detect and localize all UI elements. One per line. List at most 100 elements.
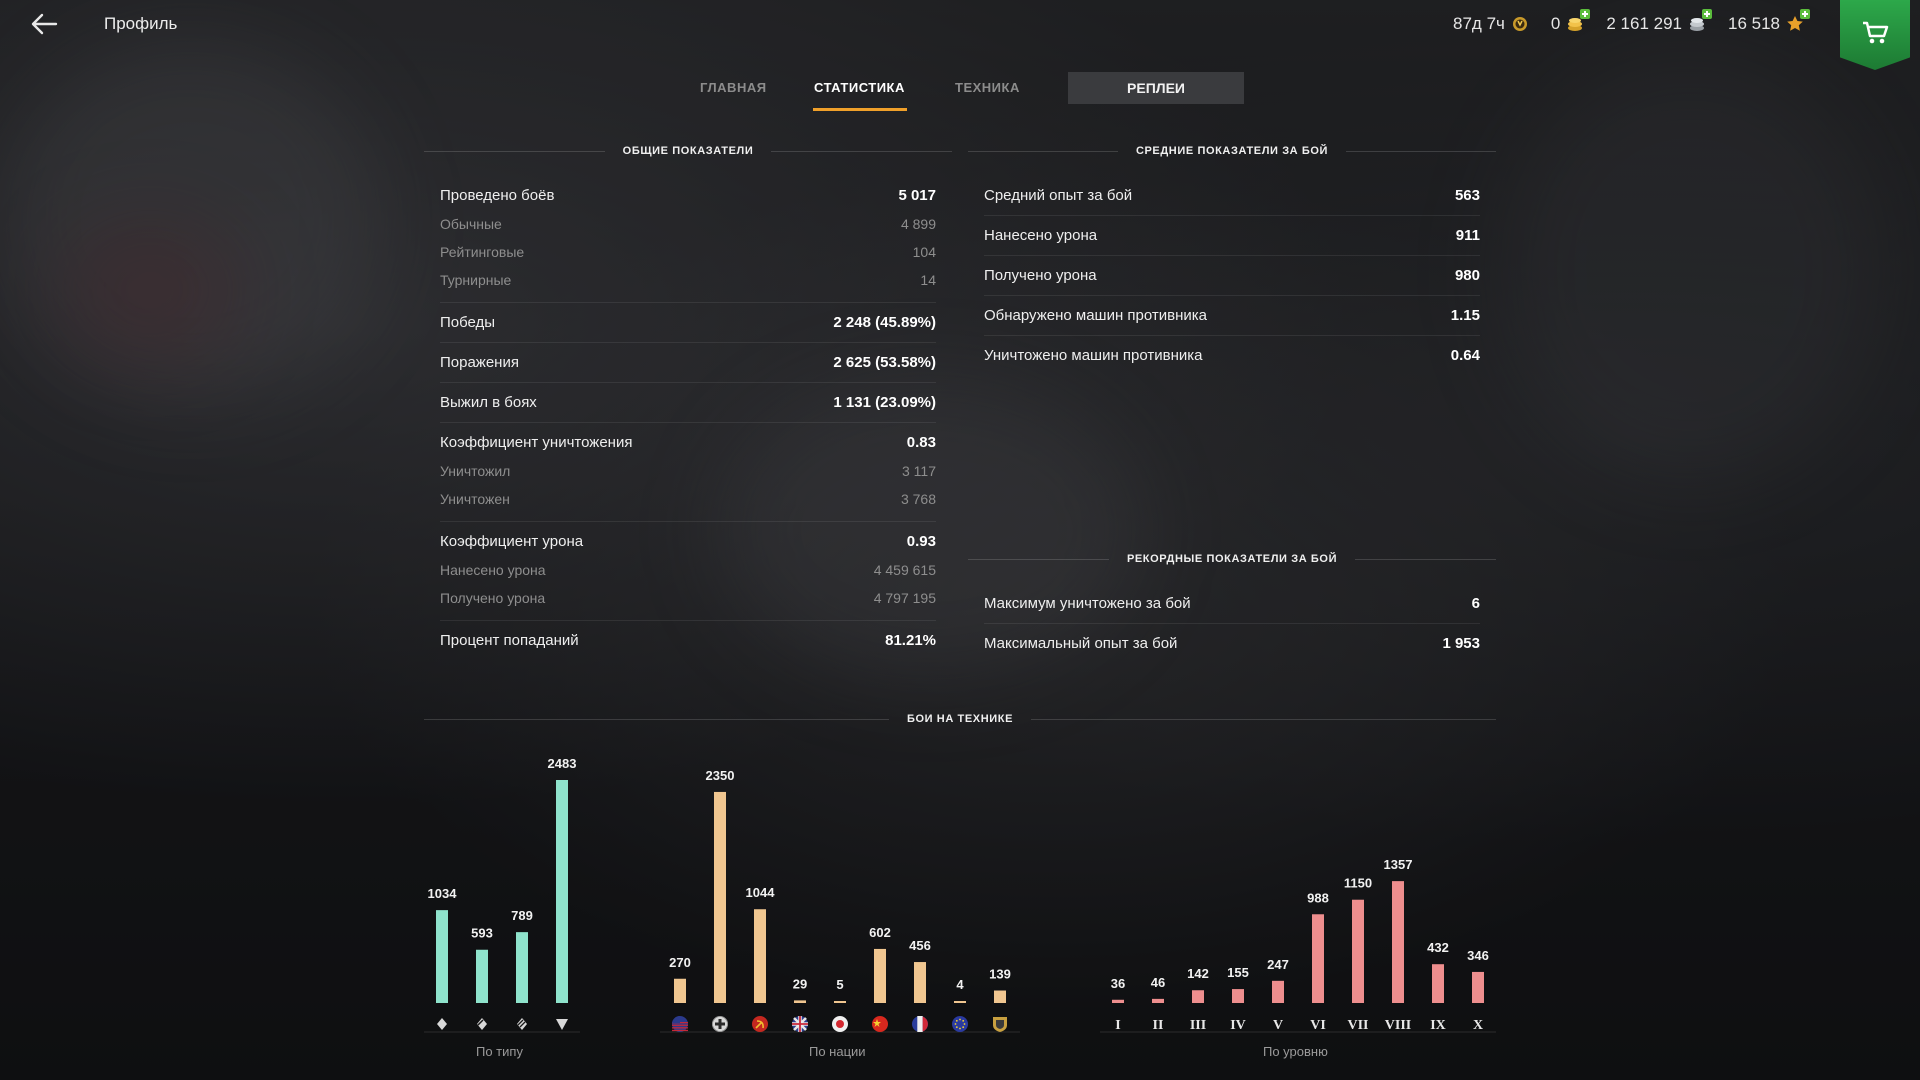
chart-bar [556,780,568,1003]
stat-label: Максимум уничтожено за бой [984,595,1191,612]
add-gold-icon[interactable] [1580,9,1591,19]
stat-row: Получено урона 4 797 195 [440,590,936,606]
uk-flag-icon [792,1016,808,1032]
stat-label: Коэффициент урона [440,533,584,550]
ussr-flag-icon [752,1016,768,1032]
stat-value: 0.83 [906,434,936,451]
stat-row: Коэффициент уничтожения 0.83 [440,434,936,451]
tank-destroyer-icon [556,1019,568,1030]
chart-bar [1392,881,1404,1003]
stat-value: 911 [1455,227,1480,244]
chart-bar-value: 4 [956,977,964,992]
stat-value: 1 953 [1442,635,1480,652]
usa-flag-icon [672,1015,688,1032]
premium-time-counter[interactable]: 87д 7ч [1453,14,1529,34]
france-flag-icon [912,1016,928,1032]
chart-label-by-tier: По уровню [1263,1044,1328,1059]
stat-label: Получено урона [984,267,1097,284]
average-stats-header: СРЕДНИЕ ПОКАЗАТЕЛИ ЗА БОЙ [968,143,1497,159]
row-divider [440,521,936,522]
shop-button[interactable] [1840,0,1910,70]
other-nation-icon [993,1017,1007,1032]
stat-row: Средний опыт за бой 563 [984,187,1480,204]
stat-value: 3 117 [902,463,936,479]
chart-bar [1472,971,1484,1003]
chart-bar-value: 1034 [428,886,458,901]
stat-label: Проведено боёв [440,187,555,204]
stat-label: Рейтинговые [440,244,525,260]
stat-label: Обнаружено машин противника [984,307,1208,324]
chart-bar-value: 142 [1187,966,1209,981]
chart-bar [794,1000,806,1003]
currency-bar: 87д 7ч 0 2 161 291 16 518 [1453,9,1810,34]
chart-bar [1272,980,1284,1003]
general-stats-title: ОБЩИЕ ПОКАЗАТЕЛИ [622,145,754,157]
stat-value: 104 [912,244,936,260]
stat-row: Коэффициент урона 0.93 [440,533,936,550]
chart-bar-value: 988 [1307,890,1329,905]
chart-bar-value: 1357 [1384,857,1413,872]
stat-row: Уничтожен 3 768 [440,491,936,507]
page-title: Профиль [104,14,178,33]
tab-statistics[interactable]: СТАТИСТИКА [814,80,905,95]
active-tab-indicator [813,108,907,111]
add-credits-icon[interactable] [1702,9,1712,19]
stat-value: 563 [1454,187,1480,204]
chart-bar [1232,989,1244,1003]
row-divider [984,623,1480,624]
chart-bar [436,910,448,1003]
chart-bar [954,1001,966,1003]
heavy-tank-icon [517,1018,527,1030]
chart-bar-value: 432 [1427,940,1449,955]
light-tank-icon [437,1018,447,1030]
stat-label: Выжил в боях [440,394,537,411]
stat-label: Средний опыт за бой [984,187,1133,204]
japan-flag-icon [832,1016,848,1032]
vehicle-battles-title: БОИ НА ТЕХНИКЕ [906,713,1014,725]
stat-row: Обычные 4 899 [440,216,936,232]
tab-main[interactable]: ГЛАВНАЯ [700,80,767,95]
chart-bar-value: 1150 [1344,876,1372,891]
chart-label-by-type: По типу [476,1044,523,1059]
chart-bar-value: 46 [1151,975,1165,990]
chart-category-label: V [1273,1018,1283,1033]
vehicle-battles-header: БОИ НА ТЕХНИКЕ [424,711,1496,727]
back-arrow-icon[interactable] [30,12,58,36]
stat-label: Нанесено урона [440,562,546,578]
stat-label: Обычные [440,216,502,232]
stat-row: Рейтинговые 104 [440,244,936,260]
tab-replays[interactable]: РЕПЛЕИ [1068,72,1244,104]
stat-row: Победы 2 248 (45.89%) [440,314,936,331]
tab-vehicles[interactable]: ТЕХНИКА [955,80,1020,95]
free-xp-counter[interactable]: 16 518 [1728,9,1810,34]
average-stats: Средний опыт за бой 563 Нанесено урона 911 П… [984,180,1480,380]
chart-bar [1192,990,1204,1003]
gold-counter[interactable]: 0 [1551,9,1591,34]
stat-value: 81.21% [885,632,936,649]
chart-bar-value: 139 [989,967,1011,982]
chart-category-label: IV [1230,1018,1246,1033]
chart-bar [754,909,766,1003]
row-divider [440,342,936,343]
chart-bar-value: 155 [1227,965,1249,980]
medium-tank-icon [477,1018,487,1030]
stat-row: Уничтожил 3 117 [440,463,936,479]
stat-row: Получено урона 980 [984,267,1480,284]
stat-row: Обнаружено машин противника 1.15 [984,307,1480,324]
germany-flag-icon [712,1016,728,1032]
stat-label: Уничтожен [440,491,510,507]
general-stats: Проведено боёв 5 017 Обычные 4 899 Рейтингов… [440,180,936,660]
chart-label-by-nation: По нации [809,1044,866,1059]
add-free-xp-icon[interactable] [1800,9,1810,19]
stat-value: 980 [1454,267,1480,284]
credits-counter[interactable]: 2 161 291 [1606,9,1712,34]
free-xp-icon [1786,9,1810,33]
chart-bar [1312,914,1324,1003]
average-stats-title: СРЕДНИЕ ПОКАЗАТЕЛИ ЗА БОЙ [1135,145,1329,157]
stat-row: Максимальный опыт за бой 1 953 [984,635,1480,652]
chart-bar-value: 2483 [548,756,577,771]
chart-bar [714,791,726,1003]
chart-bar-value: 270 [669,955,691,970]
chart-bar-value: 456 [909,938,931,953]
chart-category-label: X [1473,1018,1483,1033]
